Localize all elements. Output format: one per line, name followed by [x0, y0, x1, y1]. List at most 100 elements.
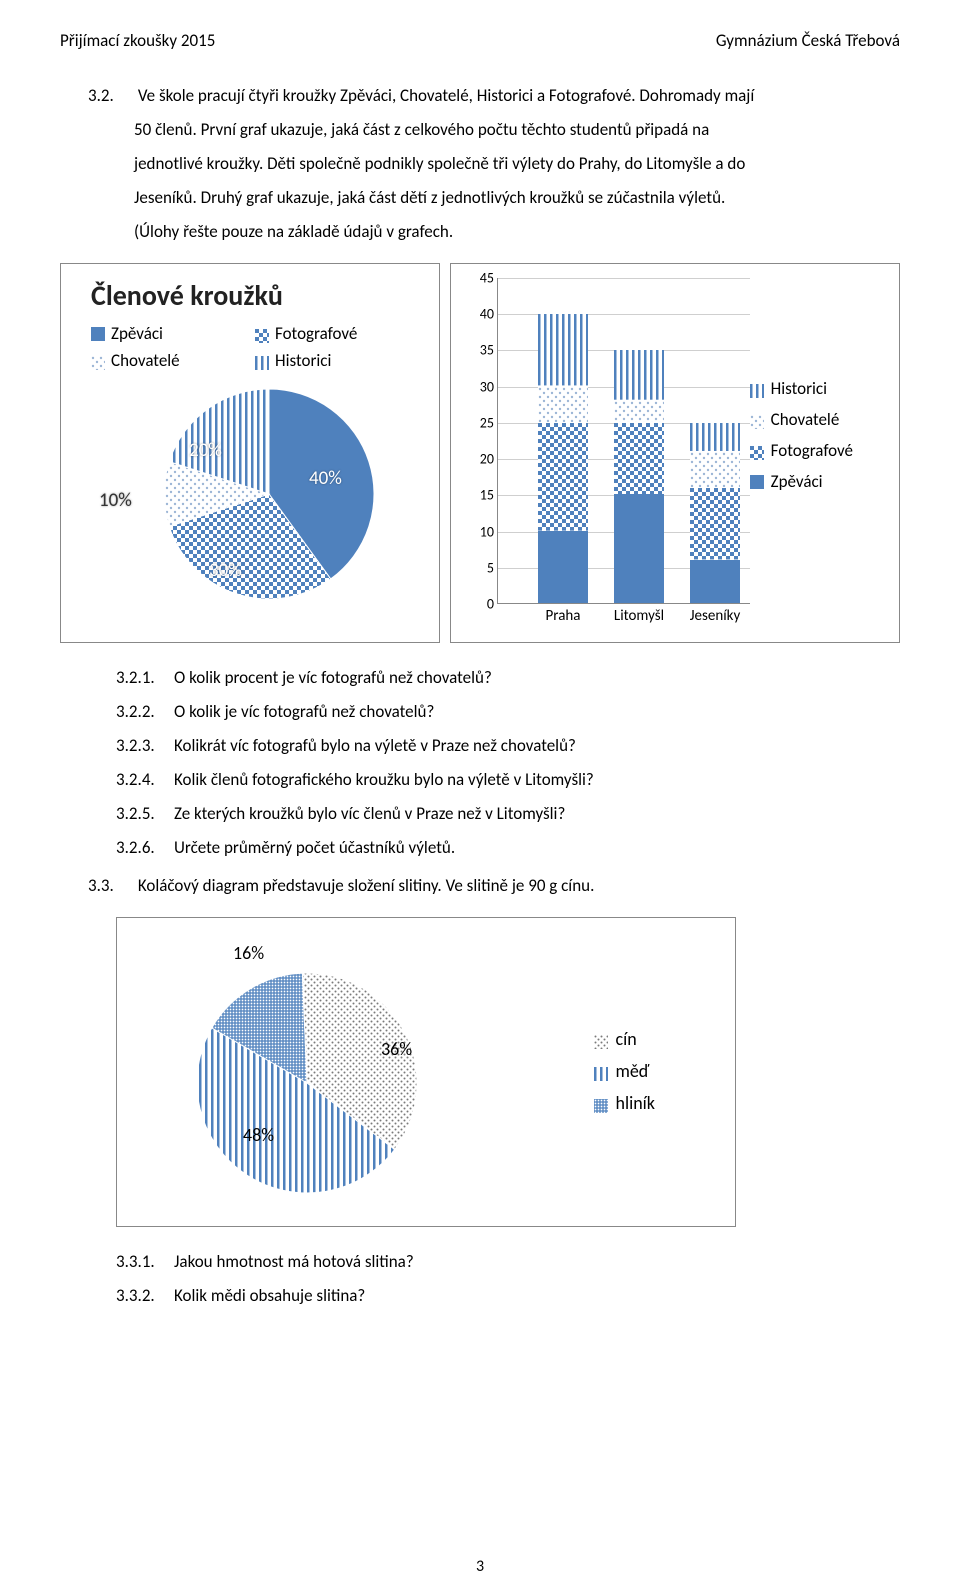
- pie-pct-10: 10%: [99, 489, 132, 512]
- page-header: Přijímací zkoušky 2015 Gymnázium Česká T…: [60, 30, 900, 51]
- question-item: 3.3.2.Kolik mědi obsahuje slitina?: [60, 1279, 900, 1313]
- question-item: 3.3.1.Jakou hmotnost má hotová slitina?: [60, 1245, 900, 1279]
- swatch-dot-dense-icon: [594, 1032, 608, 1046]
- y-tick-label: 25: [464, 414, 494, 431]
- question-num: 3.3.2.: [116, 1279, 174, 1313]
- question-text: Kolikrát víc fotografů bylo na výletě v …: [174, 735, 576, 756]
- swatch-check-icon: [750, 444, 764, 458]
- bar-legend-label-2: Fotografové: [771, 440, 853, 461]
- header-left: Přijímací zkoušky 2015: [60, 30, 215, 51]
- bar-segment: [614, 422, 664, 494]
- pie-pct-30: 30%: [209, 559, 242, 582]
- swatch-dot-icon: [750, 413, 764, 427]
- alloy-legend-cin: cín: [594, 1028, 656, 1050]
- alloy-wrap: 16% 36% 48% cín měď hliník: [127, 928, 725, 1216]
- question-item: 3.2.6.Určete průměrný počet účastníků vý…: [60, 831, 900, 865]
- bar-plot: 051015202530354045PrahaLitomyšlJeseníky: [461, 278, 750, 630]
- question-num: 3.2.4.: [116, 763, 174, 797]
- y-tick-label: 35: [464, 342, 494, 359]
- y-tick-label: 5: [464, 559, 494, 576]
- swatch-solid-icon: [91, 327, 105, 341]
- question-num: 3.2.2.: [116, 695, 174, 729]
- alloy-legend-label-0: cín: [616, 1028, 637, 1050]
- task-33-num: 3.3.: [88, 869, 134, 903]
- alloy-legend-label-2: hliník: [616, 1092, 656, 1114]
- question-num: 3.3.1.: [116, 1245, 174, 1279]
- gridline: [498, 278, 750, 279]
- alloy-pct-36: 36%: [381, 1038, 412, 1060]
- intro-line-2: jednotlivé kroužky. Děti společně podnik…: [134, 147, 745, 181]
- bar-legend-label-0: Historici: [771, 378, 827, 399]
- question-item: 3.2.2.O kolik je víc fotografů než chova…: [60, 695, 900, 729]
- bar: [690, 422, 740, 603]
- pie-legend-chovatele: Chovatelé: [91, 350, 241, 371]
- bar-legend-fotografove: Fotografové: [750, 440, 889, 461]
- question-item: 3.2.3.Kolikrát víc fotografů bylo na výl…: [60, 729, 900, 763]
- bar-segment: [690, 451, 740, 487]
- pie-title: Členové kroužků: [91, 278, 429, 313]
- alloy-legend-label-1: měď: [616, 1060, 650, 1082]
- intro-num: 3.2.: [88, 79, 134, 113]
- pie-chart-box: Členové kroužků Zpěváci Fotografové Chov…: [60, 263, 440, 643]
- y-tick-label: 0: [464, 596, 494, 613]
- bar-legend-label-3: Zpěváci: [771, 471, 823, 492]
- alloy-svg: [127, 928, 487, 1218]
- question-num: 3.2.6.: [116, 831, 174, 865]
- question-item: 3.2.1.O kolik procent je víc fotografů n…: [60, 661, 900, 695]
- bar-segment: [690, 487, 740, 559]
- bar: [614, 349, 664, 603]
- pie-legend-fotografove: Fotografové: [255, 323, 405, 344]
- y-tick-label: 10: [464, 523, 494, 540]
- pie-legend-label-2: Chovatelé: [111, 350, 180, 371]
- pie-legend-label-0: Zpěváci: [111, 323, 163, 344]
- alloy-legend-med: měď: [594, 1060, 656, 1082]
- bar-segment: [538, 313, 588, 385]
- swatch-check-icon: [255, 327, 269, 341]
- question-item: 3.2.4.Kolik členů fotografického kroužku…: [60, 763, 900, 797]
- intro-line-4: (Úlohy řešte pouze na základě údajů v gr…: [134, 215, 453, 249]
- question-text: Určete průměrný počet účastníků výletů.: [174, 837, 455, 858]
- question-text: Jakou hmotnost má hotová slitina?: [174, 1251, 414, 1272]
- swatch-grid-icon: [594, 1096, 608, 1110]
- bar-legend: Historici Chovatelé Fotografové Zpěváci: [750, 278, 889, 632]
- y-tick-label: 15: [464, 487, 494, 504]
- pie-wrap: 40% 30% 10% 20%: [79, 379, 419, 609]
- alloy-legend: cín měď hliník: [594, 1028, 656, 1124]
- bar-chart-box: 051015202530354045PrahaLitomyšlJeseníky …: [450, 263, 900, 643]
- bar-segment: [538, 422, 588, 531]
- bar-area: 051015202530354045PrahaLitomyšlJeseníky: [497, 278, 750, 604]
- task-33: 3.3. Koláčový diagram představuje složen…: [60, 869, 900, 903]
- gridline: [498, 314, 750, 315]
- swatch-dot-icon: [91, 354, 105, 368]
- page-number: 3: [0, 1557, 960, 1576]
- swatch-vstripes-icon: [255, 354, 269, 368]
- bar-legend-historici: Historici: [750, 378, 889, 399]
- bar-segment: [614, 494, 664, 603]
- bar-segment: [614, 349, 664, 400]
- pie-legend-label-3: Historici: [275, 350, 331, 371]
- intro-line-0: Ve škole pracují čtyři kroužky Zpěváci, …: [138, 85, 754, 106]
- bar-legend-zpevaci: Zpěváci: [750, 471, 889, 492]
- bar-legend-chovatele: Chovatelé: [750, 409, 889, 430]
- intro-line-1: 50 členů. První graf ukazuje, jaká část …: [134, 113, 709, 147]
- page: Přijímací zkoušky 2015 Gymnázium Česká T…: [0, 0, 960, 1592]
- bar-legend-label-1: Chovatelé: [771, 409, 840, 430]
- question-num: 3.2.1.: [116, 661, 174, 695]
- intro-paragraph: 3.2. Ve škole pracují čtyři kroužky Zpěv…: [60, 79, 900, 249]
- question-text: O kolik procent je víc fotografů než cho…: [174, 667, 492, 688]
- questions-33: 3.3.1.Jakou hmotnost má hotová slitina?3…: [60, 1245, 900, 1313]
- task-33-text: Koláčový diagram představuje složení sli…: [138, 875, 595, 896]
- x-tick-label: Praha: [546, 607, 581, 625]
- pie-legend-zpevaci: Zpěváci: [91, 323, 241, 344]
- x-tick-label: Jeseníky: [690, 607, 741, 625]
- alloy-legend-hlinik: hliník: [594, 1092, 656, 1114]
- alloy-pct-48: 48%: [243, 1124, 274, 1146]
- alloy-chart-box: 16% 36% 48% cín měď hliník: [116, 917, 736, 1227]
- pie-pct-40: 40%: [309, 467, 342, 490]
- swatch-vstripes-icon: [594, 1064, 608, 1078]
- bar-segment: [690, 560, 740, 603]
- pie-legend-historici: Historici: [255, 350, 405, 371]
- bar-segment: [538, 531, 588, 603]
- question-num: 3.2.5.: [116, 797, 174, 831]
- bar-segment: [538, 386, 588, 422]
